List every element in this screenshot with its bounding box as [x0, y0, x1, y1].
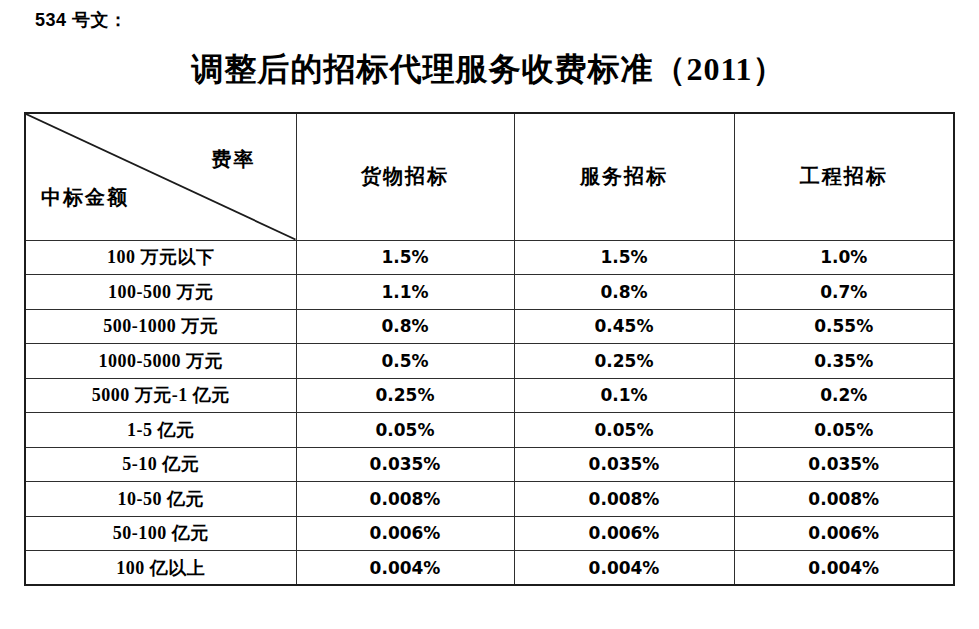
- rate-cell-goods: 0.006%: [296, 516, 514, 551]
- corner-label-amount: 中标金额: [41, 184, 129, 211]
- amount-cell: 5000 万元-1 亿元: [25, 378, 296, 413]
- rate-cell-engineering: 0.7%: [734, 275, 954, 310]
- amount-cell: 1-5 亿元: [25, 413, 296, 448]
- amount-cell: 50-100 亿元: [25, 516, 296, 551]
- header-row: 费率 中标金额 货物招标 服务招标 工程招标: [25, 113, 954, 240]
- rate-cell-service: 0.1%: [514, 378, 734, 413]
- rate-cell-service: 0.035%: [514, 447, 734, 482]
- rate-cell-goods: 0.035%: [296, 447, 514, 482]
- doc-number-label: 534 号文：: [35, 8, 128, 32]
- amount-cell: 100-500 万元: [25, 275, 296, 310]
- rate-cell-engineering: 0.035%: [734, 447, 954, 482]
- rate-cell-goods: 0.8%: [296, 309, 514, 344]
- rate-cell-engineering: 0.008%: [734, 482, 954, 517]
- rate-cell-engineering: 0.2%: [734, 378, 954, 413]
- rate-cell-service: 0.008%: [514, 482, 734, 517]
- rate-cell-goods: 0.25%: [296, 378, 514, 413]
- rate-cell-service: 0.004%: [514, 551, 734, 586]
- column-header-engineering: 工程招标: [734, 113, 954, 240]
- rate-cell-service: 0.006%: [514, 516, 734, 551]
- diagonal-divider-line: [26, 114, 296, 240]
- corner-label-rate: 费率: [212, 146, 256, 173]
- table-row: 10-50 亿元 0.008% 0.008% 0.008%: [25, 482, 954, 517]
- rate-cell-goods: 1.1%: [296, 275, 514, 310]
- rate-cell-goods: 0.004%: [296, 551, 514, 586]
- amount-cell: 100 万元以下: [25, 240, 296, 275]
- column-header-goods: 货物招标: [296, 113, 514, 240]
- rate-cell-goods: 0.05%: [296, 413, 514, 448]
- rate-cell-engineering: 0.004%: [734, 551, 954, 586]
- table-row: 100-500 万元 1.1% 0.8% 0.7%: [25, 275, 954, 310]
- rate-cell-engineering: 0.05%: [734, 413, 954, 448]
- rate-cell-service: 0.8%: [514, 275, 734, 310]
- amount-cell: 100 亿以上: [25, 551, 296, 586]
- rate-cell-service: 1.5%: [514, 240, 734, 275]
- table-row: 100 亿以上 0.004% 0.004% 0.004%: [25, 551, 954, 586]
- amount-cell: 5-10 亿元: [25, 447, 296, 482]
- rate-cell-engineering: 0.55%: [734, 309, 954, 344]
- amount-cell: 500-1000 万元: [25, 309, 296, 344]
- fee-standard-table: 费率 中标金额 货物招标 服务招标 工程招标 100 万元以下 1.5% 1.5…: [24, 112, 955, 586]
- rate-cell-goods: 1.5%: [296, 240, 514, 275]
- rate-cell-service: 0.05%: [514, 413, 734, 448]
- table-row: 100 万元以下 1.5% 1.5% 1.0%: [25, 240, 954, 275]
- column-header-service: 服务招标: [514, 113, 734, 240]
- table-row: 5-10 亿元 0.035% 0.035% 0.035%: [25, 447, 954, 482]
- table-row: 5000 万元-1 亿元 0.25% 0.1% 0.2%: [25, 378, 954, 413]
- amount-cell: 1000-5000 万元: [25, 344, 296, 379]
- table-row: 50-100 亿元 0.006% 0.006% 0.006%: [25, 516, 954, 551]
- rate-cell-goods: 0.008%: [296, 482, 514, 517]
- corner-header-cell: 费率 中标金额: [25, 113, 296, 240]
- rate-cell-service: 0.45%: [514, 309, 734, 344]
- document-page: 534 号文： 调整后的招标代理服务收费标准（2011） 费率 中标金额 货物招…: [0, 0, 979, 629]
- table-row: 500-1000 万元 0.8% 0.45% 0.55%: [25, 309, 954, 344]
- table-row: 1-5 亿元 0.05% 0.05% 0.05%: [25, 413, 954, 448]
- rate-cell-engineering: 0.35%: [734, 344, 954, 379]
- rate-cell-service: 0.25%: [514, 344, 734, 379]
- page-title: 调整后的招标代理服务收费标准（2011）: [24, 48, 953, 92]
- amount-cell: 10-50 亿元: [25, 482, 296, 517]
- rate-cell-engineering: 0.006%: [734, 516, 954, 551]
- rate-cell-engineering: 1.0%: [734, 240, 954, 275]
- rate-cell-goods: 0.5%: [296, 344, 514, 379]
- table-row: 1000-5000 万元 0.5% 0.25% 0.35%: [25, 344, 954, 379]
